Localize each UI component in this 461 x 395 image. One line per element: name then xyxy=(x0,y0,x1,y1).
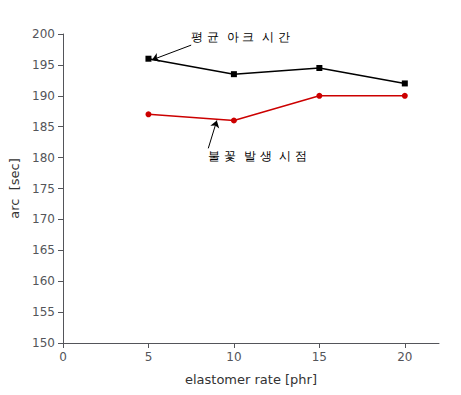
svg-text:170: 170 xyxy=(32,212,55,226)
svg-text:150: 150 xyxy=(32,336,55,350)
svg-text:5: 5 xyxy=(145,350,153,364)
svg-text:190: 190 xyxy=(32,89,55,103)
svg-text:180: 180 xyxy=(32,151,55,165)
svg-text:185: 185 xyxy=(32,120,55,134)
svg-text:200: 200 xyxy=(32,27,55,41)
svg-text:165: 165 xyxy=(32,243,55,257)
svg-text:0: 0 xyxy=(59,350,67,364)
svg-text:15: 15 xyxy=(312,350,327,364)
svg-text:arc [sec]: arc [sec] xyxy=(7,158,22,219)
svg-text:175: 175 xyxy=(32,182,55,196)
svg-text:불 꽃 발 생 시 점: 불 꽃 발 생 시 점 xyxy=(208,149,307,163)
svg-text:155: 155 xyxy=(32,305,55,319)
svg-text:160: 160 xyxy=(32,274,55,288)
svg-text:평 균 아 크 시 간: 평 균 아 크 시 간 xyxy=(191,30,290,44)
svg-text:10: 10 xyxy=(226,350,241,364)
svg-text:20: 20 xyxy=(397,350,412,364)
svg-text:195: 195 xyxy=(32,58,55,72)
svg-text:elastomer rate [phr]: elastomer rate [phr] xyxy=(185,372,317,387)
